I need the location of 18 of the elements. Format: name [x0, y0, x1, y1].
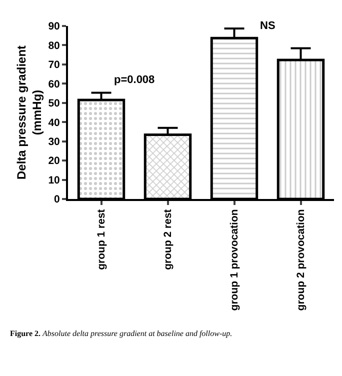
x-tick-label: group 2 rest — [162, 208, 174, 270]
annotation: p=0.008 — [114, 74, 155, 86]
y-tick-label: 0 — [54, 194, 60, 206]
y-tick-label: 20 — [48, 155, 60, 168]
y-tick-label: 80 — [48, 40, 60, 52]
y-axis-title: Delta pressure gradient (mmHg) — [14, 45, 44, 180]
y-tick-label: 10 — [48, 174, 60, 186]
x-tick-label: group 2 provocation — [295, 209, 308, 311]
y-tick-label: 90 — [48, 20, 60, 33]
y-tick-label: 50 — [48, 98, 60, 110]
x-tick-label: group 1 rest — [96, 208, 108, 270]
y-tick-label: 30 — [48, 136, 60, 148]
y-tick-label: 60 — [48, 78, 60, 90]
x-tick-label: group 1 provocation — [228, 209, 241, 311]
annotation: NS — [260, 20, 276, 32]
y-tick-label: 70 — [48, 59, 60, 72]
caption: Figure 2. Absolute delta pressure gradient at baseline and follow-up. — [10, 329, 232, 338]
y-tick-label: 40 — [48, 116, 60, 129]
